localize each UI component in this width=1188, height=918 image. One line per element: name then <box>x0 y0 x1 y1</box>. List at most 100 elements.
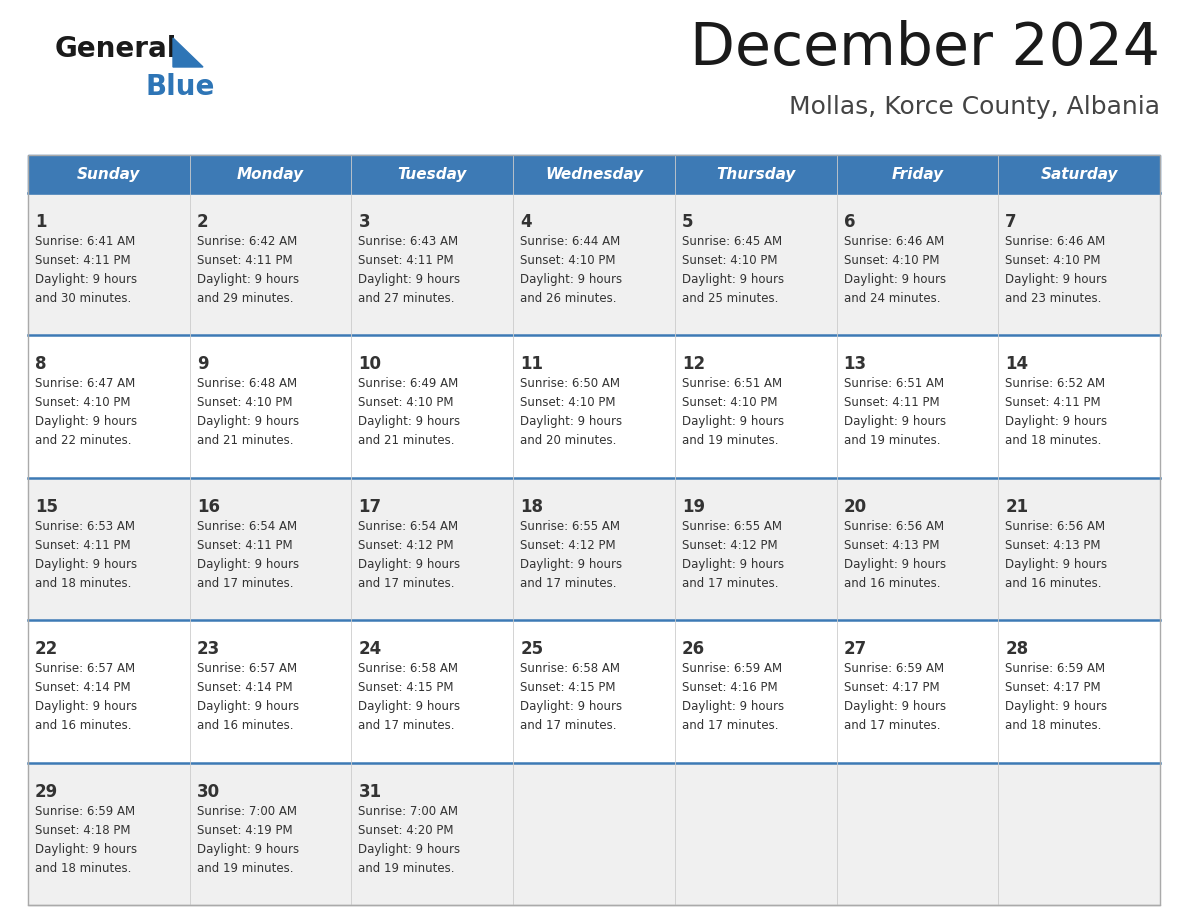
Text: Daylight: 9 hours: Daylight: 9 hours <box>34 843 137 856</box>
Bar <box>29 155 1159 905</box>
Text: and 17 minutes.: and 17 minutes. <box>520 719 617 733</box>
Text: Sunrise: 6:54 AM: Sunrise: 6:54 AM <box>359 520 459 532</box>
Text: Sunrise: 6:43 AM: Sunrise: 6:43 AM <box>359 235 459 248</box>
Text: 28: 28 <box>1005 640 1029 658</box>
Text: Sunrise: 6:57 AM: Sunrise: 6:57 AM <box>197 662 297 676</box>
Text: Daylight: 9 hours: Daylight: 9 hours <box>843 416 946 429</box>
Bar <box>998 155 1159 193</box>
Text: Sunrise: 6:48 AM: Sunrise: 6:48 AM <box>197 377 297 390</box>
Text: and 17 minutes.: and 17 minutes. <box>682 577 778 589</box>
Text: Sunrise: 6:45 AM: Sunrise: 6:45 AM <box>682 235 782 248</box>
Text: Daylight: 9 hours: Daylight: 9 hours <box>682 558 784 571</box>
Text: December 2024: December 2024 <box>690 20 1159 77</box>
Bar <box>29 621 1159 763</box>
Text: Sunrise: 6:59 AM: Sunrise: 6:59 AM <box>34 804 135 818</box>
Text: Sunset: 4:10 PM: Sunset: 4:10 PM <box>520 397 615 409</box>
Text: and 18 minutes.: and 18 minutes. <box>34 577 132 589</box>
Text: Sunrise: 6:57 AM: Sunrise: 6:57 AM <box>34 662 135 676</box>
Text: Sunrise: 6:42 AM: Sunrise: 6:42 AM <box>197 235 297 248</box>
Text: Daylight: 9 hours: Daylight: 9 hours <box>520 558 623 571</box>
Text: Sunset: 4:10 PM: Sunset: 4:10 PM <box>682 397 777 409</box>
Text: 22: 22 <box>34 640 58 658</box>
Text: Sunset: 4:12 PM: Sunset: 4:12 PM <box>682 539 777 552</box>
Text: Sunrise: 6:49 AM: Sunrise: 6:49 AM <box>359 377 459 390</box>
Text: 2: 2 <box>197 213 208 231</box>
Text: Sunset: 4:13 PM: Sunset: 4:13 PM <box>1005 539 1101 552</box>
Text: and 18 minutes.: and 18 minutes. <box>1005 719 1101 733</box>
Text: Sunrise: 6:44 AM: Sunrise: 6:44 AM <box>520 235 620 248</box>
Text: and 29 minutes.: and 29 minutes. <box>197 292 293 305</box>
Text: 30: 30 <box>197 783 220 800</box>
Text: 31: 31 <box>359 783 381 800</box>
Bar <box>29 155 190 193</box>
Text: and 17 minutes.: and 17 minutes. <box>359 577 455 589</box>
Text: Daylight: 9 hours: Daylight: 9 hours <box>520 416 623 429</box>
Text: Daylight: 9 hours: Daylight: 9 hours <box>1005 273 1107 286</box>
Text: Daylight: 9 hours: Daylight: 9 hours <box>197 416 299 429</box>
Text: Sunrise: 6:41 AM: Sunrise: 6:41 AM <box>34 235 135 248</box>
Bar <box>29 763 1159 905</box>
Text: 19: 19 <box>682 498 704 516</box>
Text: 21: 21 <box>1005 498 1029 516</box>
Text: Sunrise: 6:58 AM: Sunrise: 6:58 AM <box>520 662 620 676</box>
Text: 23: 23 <box>197 640 220 658</box>
Text: 9: 9 <box>197 355 208 374</box>
Text: Sunset: 4:11 PM: Sunset: 4:11 PM <box>34 539 131 552</box>
Text: Sunset: 4:17 PM: Sunset: 4:17 PM <box>843 681 940 694</box>
Text: Sunset: 4:15 PM: Sunset: 4:15 PM <box>520 681 615 694</box>
Text: 26: 26 <box>682 640 704 658</box>
Text: Sunrise: 7:00 AM: Sunrise: 7:00 AM <box>359 804 459 818</box>
Text: Wednesday: Wednesday <box>545 166 643 182</box>
Text: Daylight: 9 hours: Daylight: 9 hours <box>359 843 461 856</box>
Bar <box>29 193 1159 335</box>
Text: Sunset: 4:10 PM: Sunset: 4:10 PM <box>1005 254 1101 267</box>
Text: 29: 29 <box>34 783 58 800</box>
Text: Sunrise: 6:56 AM: Sunrise: 6:56 AM <box>1005 520 1105 532</box>
Text: Tuesday: Tuesday <box>398 166 467 182</box>
Text: and 17 minutes.: and 17 minutes. <box>520 577 617 589</box>
Text: Sunset: 4:11 PM: Sunset: 4:11 PM <box>197 539 292 552</box>
Text: Sunrise: 6:59 AM: Sunrise: 6:59 AM <box>1005 662 1105 676</box>
Text: Friday: Friday <box>891 166 943 182</box>
Bar <box>29 477 1159 621</box>
Text: Sunset: 4:14 PM: Sunset: 4:14 PM <box>34 681 131 694</box>
Text: Sunset: 4:14 PM: Sunset: 4:14 PM <box>197 681 292 694</box>
Text: and 17 minutes.: and 17 minutes. <box>843 719 940 733</box>
Text: and 26 minutes.: and 26 minutes. <box>520 292 617 305</box>
Text: and 19 minutes.: and 19 minutes. <box>843 434 940 447</box>
Text: Daylight: 9 hours: Daylight: 9 hours <box>520 273 623 286</box>
Text: Daylight: 9 hours: Daylight: 9 hours <box>197 558 299 571</box>
Bar <box>836 155 998 193</box>
Text: Daylight: 9 hours: Daylight: 9 hours <box>34 558 137 571</box>
Text: Sunset: 4:18 PM: Sunset: 4:18 PM <box>34 823 131 836</box>
Text: Sunset: 4:10 PM: Sunset: 4:10 PM <box>359 397 454 409</box>
Text: 15: 15 <box>34 498 58 516</box>
Text: 10: 10 <box>359 355 381 374</box>
Text: 17: 17 <box>359 498 381 516</box>
Text: Daylight: 9 hours: Daylight: 9 hours <box>682 273 784 286</box>
Text: Daylight: 9 hours: Daylight: 9 hours <box>34 273 137 286</box>
Text: 13: 13 <box>843 355 867 374</box>
Text: Mollas, Korce County, Albania: Mollas, Korce County, Albania <box>789 95 1159 119</box>
Text: Sunrise: 6:47 AM: Sunrise: 6:47 AM <box>34 377 135 390</box>
Text: Sunrise: 6:50 AM: Sunrise: 6:50 AM <box>520 377 620 390</box>
Text: Daylight: 9 hours: Daylight: 9 hours <box>520 700 623 713</box>
Text: 7: 7 <box>1005 213 1017 231</box>
Text: and 16 minutes.: and 16 minutes. <box>197 719 293 733</box>
Text: and 19 minutes.: and 19 minutes. <box>682 434 778 447</box>
Text: Daylight: 9 hours: Daylight: 9 hours <box>34 416 137 429</box>
Text: Sunset: 4:11 PM: Sunset: 4:11 PM <box>34 254 131 267</box>
Text: Monday: Monday <box>238 166 304 182</box>
Text: Sunset: 4:11 PM: Sunset: 4:11 PM <box>359 254 454 267</box>
Text: and 27 minutes.: and 27 minutes. <box>359 292 455 305</box>
Text: Sunrise: 6:53 AM: Sunrise: 6:53 AM <box>34 520 135 532</box>
Text: and 18 minutes.: and 18 minutes. <box>1005 434 1101 447</box>
Text: 27: 27 <box>843 640 867 658</box>
Text: Sunrise: 6:58 AM: Sunrise: 6:58 AM <box>359 662 459 676</box>
Text: Sunrise: 6:54 AM: Sunrise: 6:54 AM <box>197 520 297 532</box>
Text: Blue: Blue <box>145 73 214 101</box>
Text: Daylight: 9 hours: Daylight: 9 hours <box>1005 558 1107 571</box>
Text: Sunrise: 6:55 AM: Sunrise: 6:55 AM <box>520 520 620 532</box>
Text: and 19 minutes.: and 19 minutes. <box>359 862 455 875</box>
Text: and 16 minutes.: and 16 minutes. <box>843 577 940 589</box>
